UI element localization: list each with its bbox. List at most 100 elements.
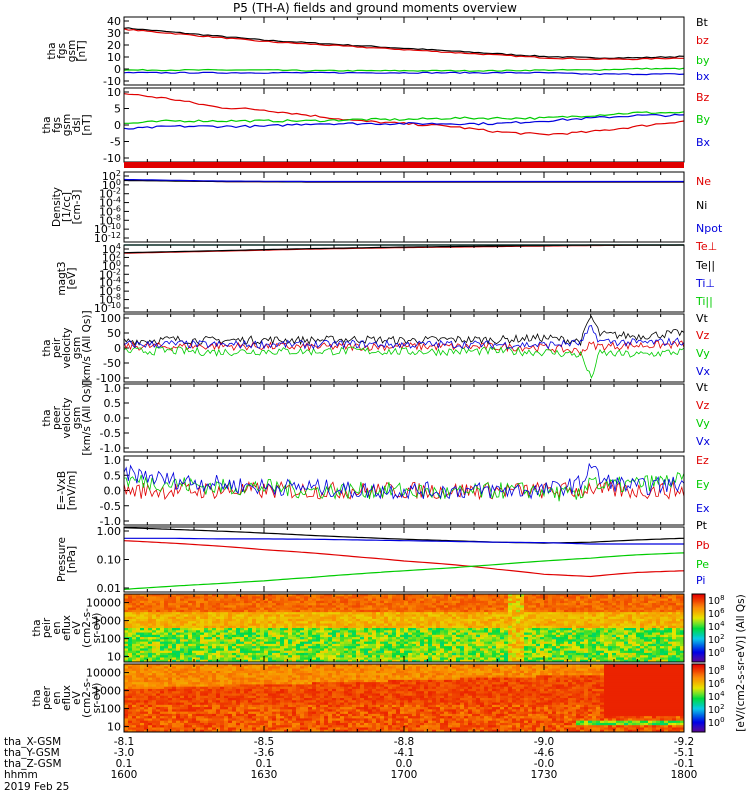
spectrogram-cell: [456, 648, 461, 652]
spectrogram-cell: [188, 657, 193, 661]
spectrogram-cell: [500, 605, 505, 609]
spectrogram-cell: [204, 720, 209, 724]
spectrogram-cell: [160, 677, 165, 681]
spectrogram-cell: [340, 598, 345, 602]
spectrogram-cell: [168, 639, 173, 643]
spectrogram-cell: [404, 634, 409, 638]
spectrogram-cell: [216, 630, 221, 634]
spectrogram-cell: [468, 652, 473, 656]
spectrogram-cell: [676, 659, 681, 663]
spectrogram-cell: [308, 630, 313, 634]
spectrogram-cell: [676, 634, 681, 638]
spectrogram-cell: [148, 666, 153, 670]
spectrogram-cell: [236, 641, 241, 645]
spectrogram-cell: [472, 641, 477, 645]
spectrogram-cell: [352, 659, 357, 663]
spectrogram-cell: [568, 641, 573, 645]
spectrogram-cell: [488, 616, 493, 620]
spectrogram-cell: [204, 682, 209, 685]
spectrogram-cell: [528, 659, 533, 663]
panel-frame: [123, 244, 685, 313]
spectrogram-cell: [600, 603, 605, 606]
spectrogram-cell: [436, 648, 441, 652]
spectrogram-cell: [548, 632, 553, 636]
spectrogram-cell: [292, 628, 297, 631]
spectrogram-cell: [512, 646, 517, 649]
spectrogram-cell: [176, 659, 181, 663]
spectrogram-cell: [232, 594, 237, 597]
spectrogram-cell: [616, 596, 621, 600]
spectrogram-cell: [308, 598, 313, 602]
spectrogram-cell: [260, 630, 265, 634]
spectrogram-cell: [528, 598, 533, 602]
spectrogram-cell: [412, 634, 417, 638]
spectrogram-cell: [672, 648, 677, 652]
spectrogram-cell: [200, 616, 205, 620]
spectrogram-cell: [396, 639, 401, 643]
spectrogram-cell: [616, 630, 621, 634]
spectrogram-cell: [596, 634, 601, 638]
spectrogram-cell: [256, 594, 261, 597]
spectrogram-cell: [540, 632, 545, 636]
spectrogram-cell: [304, 616, 309, 620]
spectrogram-cell: [320, 598, 325, 602]
spectrogram-cell: [336, 652, 341, 656]
spectrogram-cell: [176, 700, 181, 704]
spectrogram-cell: [620, 600, 625, 604]
spectrogram-cell: [356, 634, 361, 638]
spectrogram-cell: [316, 598, 321, 602]
spectrogram-cell: [384, 639, 389, 643]
spectrogram-cell: [520, 634, 525, 638]
spectrogram-cell: [488, 612, 493, 615]
spectrogram-cell: [548, 600, 553, 604]
spectrogram-cell: [248, 630, 253, 634]
spectrogram-cell: [408, 596, 413, 600]
spectrogram-cell: [612, 603, 617, 606]
spectrogram-cell: [668, 637, 673, 640]
spectrogram-cell: [216, 625, 221, 629]
spectrogram-cell: [144, 691, 149, 694]
spectrogram-cell: [176, 614, 181, 618]
spectrogram-cell: [488, 621, 493, 624]
spectrogram-cell: [172, 612, 177, 615]
spectrogram-cell: [316, 652, 321, 656]
spectrogram-cell: [556, 628, 561, 631]
spectrogram-cell: [388, 609, 393, 613]
spectrogram-cell: [284, 646, 289, 649]
spectrogram-cell: [284, 609, 289, 613]
spectrogram-cell: [372, 641, 377, 645]
spectrogram-cell: [176, 707, 181, 710]
spectrogram-cell: [644, 614, 649, 618]
ytick-label: 0.10: [97, 554, 122, 567]
spectrogram-cell: [316, 607, 321, 611]
spectrogram-cell: [348, 655, 353, 658]
spectrogram-cell: [224, 596, 229, 600]
spectrogram-cell: [456, 641, 461, 645]
spectrogram-cell: [368, 614, 373, 618]
spectrogram-cell: [220, 641, 225, 645]
spectrogram-cell: [620, 596, 625, 600]
spectrogram-cell: [340, 637, 345, 640]
spectrogram-cell: [484, 596, 489, 600]
spectrogram-cell: [368, 657, 373, 661]
spectrogram-cell: [256, 650, 261, 654]
spectrogram-cell: [196, 729, 201, 733]
spectrogram-cell: [420, 607, 425, 611]
spectrogram-cell: [304, 628, 309, 631]
spectrogram-cell: [536, 652, 541, 656]
spectrogram-cell: [640, 596, 645, 600]
spectrogram-cell: [192, 725, 197, 728]
spectrogram-cell: [544, 641, 549, 645]
spectrogram-cell: [184, 716, 189, 719]
spectrogram-cell: [624, 655, 629, 658]
spectrogram-cell: [520, 596, 525, 600]
spectrogram-cell: [576, 609, 581, 613]
spectrogram-cell: [556, 652, 561, 656]
spectrogram-cell: [476, 618, 481, 622]
spectrogram-cell: [284, 614, 289, 618]
spectrogram-cell: [276, 598, 281, 602]
spectrogram-cell: [176, 698, 181, 701]
spectrogram-cell: [180, 670, 185, 674]
spectrogram-cell: [332, 612, 337, 615]
spectrogram-cell: [360, 643, 365, 647]
